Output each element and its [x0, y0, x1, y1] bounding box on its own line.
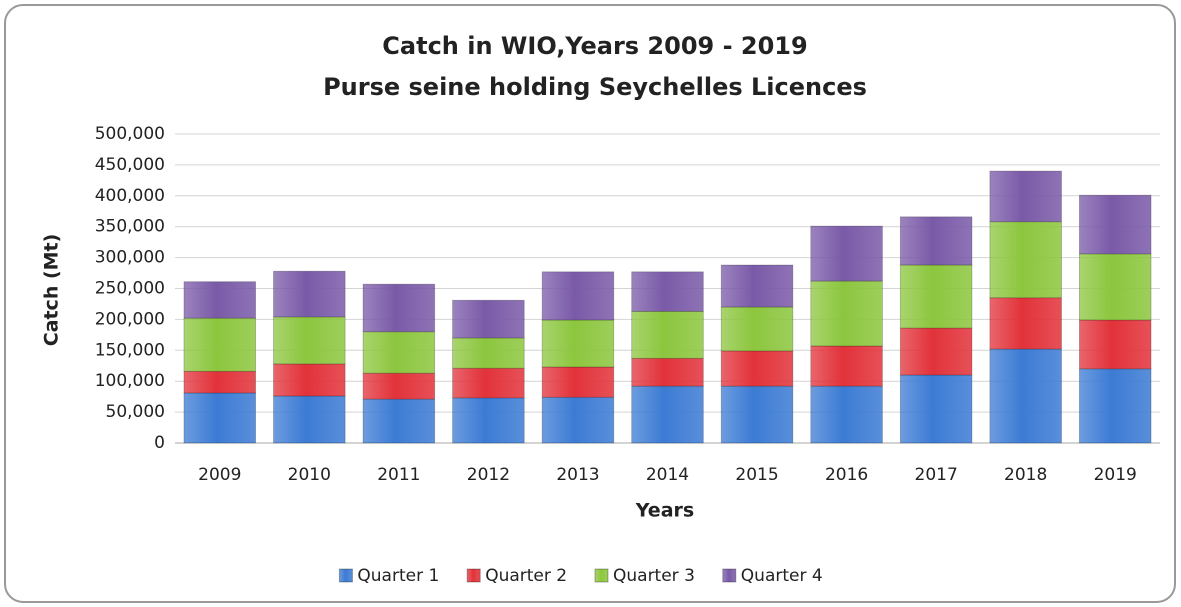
x-tick-label: 2019: [1094, 465, 1137, 485]
bar-segment: [452, 367, 525, 399]
bar-segment: [541, 271, 615, 321]
bar-segment: [452, 337, 525, 369]
bar-segment: [899, 374, 973, 444]
legend-swatch: [722, 568, 737, 583]
bar-segment: [720, 264, 794, 308]
bar-segment: [362, 372, 436, 400]
x-tick-label: 2014: [646, 465, 689, 485]
bar-segment: [631, 310, 704, 359]
bar-segment: [720, 350, 794, 387]
bar-segment: [1079, 319, 1152, 370]
bar-segment: [989, 170, 1062, 223]
bar-segment: [720, 385, 794, 444]
bar-segment: [541, 366, 615, 398]
y-tick-label: 50,000: [106, 402, 165, 422]
y-tick-label: 350,000: [95, 217, 165, 237]
bar-segment: [989, 297, 1062, 350]
bar-segment: [989, 221, 1062, 299]
x-tick-label: 2010: [288, 465, 331, 485]
bar-segment: [541, 396, 615, 444]
bar-segment: [362, 331, 436, 374]
y-tick-label: 0: [154, 433, 165, 453]
bar-segment: [183, 281, 256, 319]
x-tick-label: 2011: [377, 465, 420, 485]
bar-segment: [631, 385, 704, 444]
y-tick-label: 200,000: [95, 309, 165, 329]
bar-segment: [631, 271, 704, 312]
y-tick-label: 150,000: [95, 340, 165, 360]
bar-segment: [810, 280, 883, 347]
legend-label: Quarter 1: [357, 566, 439, 586]
y-tick-label: 500,000: [95, 124, 165, 144]
legend-swatch: [594, 568, 609, 583]
bar-segment: [899, 216, 973, 266]
x-tick-label: 2013: [556, 465, 599, 485]
bar-segment: [452, 397, 525, 444]
bar-segment: [899, 327, 973, 376]
y-tick-label: 100,000: [95, 371, 165, 391]
chart-subtitle: Purse seine holding Seychelles Licences: [323, 73, 867, 101]
bar-segment: [183, 392, 256, 444]
bar-segment: [810, 385, 883, 444]
x-tick-label: 2018: [1004, 465, 1047, 485]
bar-segment: [720, 306, 794, 352]
x-tick-label: 2016: [825, 465, 868, 485]
bar-segment: [810, 225, 883, 282]
bar-segment: [1079, 253, 1152, 321]
legend-label: Quarter 4: [741, 566, 823, 586]
y-tick-label: 400,000: [95, 186, 165, 206]
chart-title: Catch in WIO,Years 2009 - 2019: [382, 32, 807, 60]
bar-segment: [631, 357, 704, 387]
legend-label: Quarter 2: [485, 566, 567, 586]
bar-segment: [452, 299, 525, 339]
bar-segment: [362, 398, 436, 444]
legend-label: Quarter 3: [613, 566, 695, 586]
bar-segment: [273, 270, 346, 318]
bar-segment: [810, 345, 883, 387]
legend-swatch: [466, 568, 481, 583]
x-tick-label: 2015: [735, 465, 778, 485]
bar-segment: [899, 264, 973, 329]
bar-segment: [362, 283, 436, 333]
x-axis-title: Years: [635, 500, 694, 522]
bar-segment: [183, 317, 256, 372]
bar-segment: [273, 316, 346, 365]
bar-segment: [541, 319, 615, 368]
bar-segment: [273, 395, 346, 444]
x-tick-label: 2012: [467, 465, 510, 485]
bar-segment: [1079, 194, 1152, 255]
bar-segment: [989, 348, 1062, 444]
bar-segment: [1079, 368, 1152, 444]
bar-segment: [183, 370, 256, 394]
y-tick-label: 450,000: [95, 155, 165, 175]
bar-segment: [273, 363, 346, 397]
x-tick-label: 2017: [915, 465, 958, 485]
y-axis-title: Catch (Mt): [41, 234, 63, 347]
legend-swatch: [338, 568, 353, 583]
x-tick-label: 2009: [198, 465, 241, 485]
y-tick-label: 300,000: [95, 248, 165, 268]
y-tick-label: 250,000: [95, 279, 165, 299]
